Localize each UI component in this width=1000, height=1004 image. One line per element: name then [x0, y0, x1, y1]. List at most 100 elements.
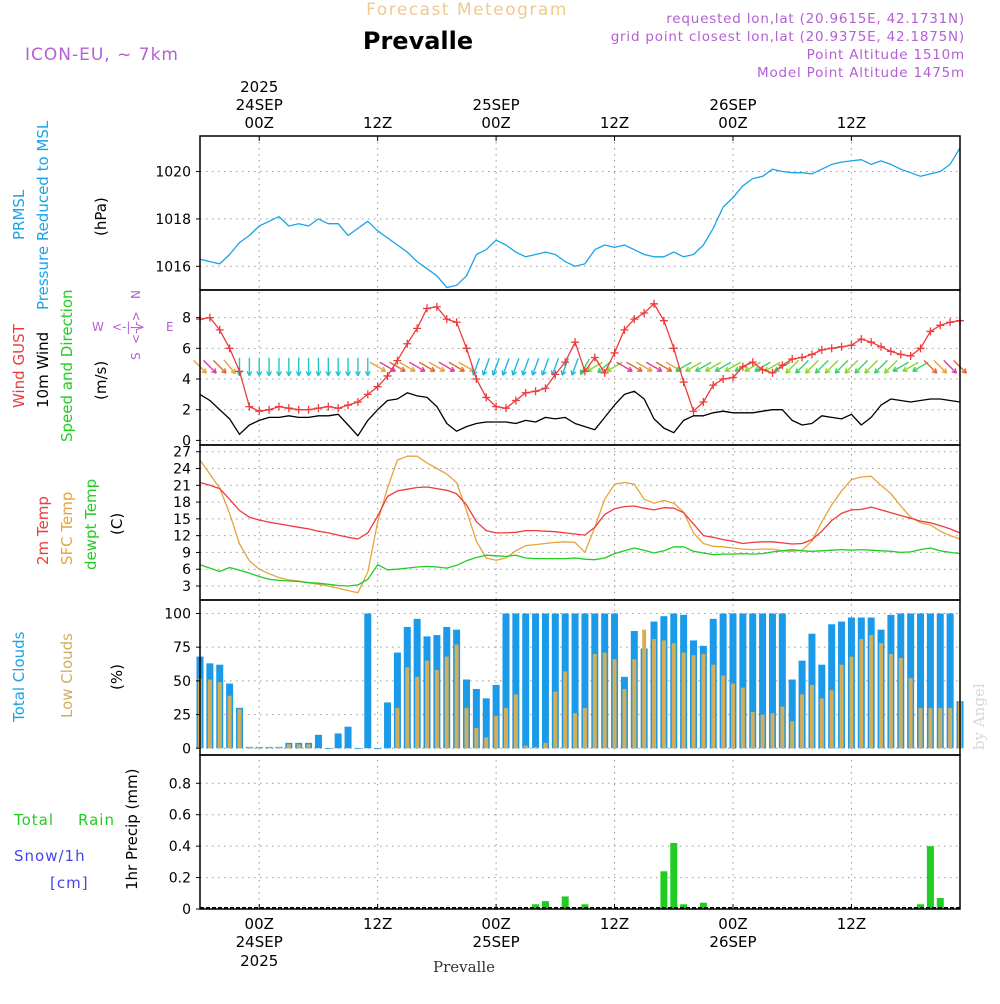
- bottom-time-label: 12Z: [837, 915, 866, 933]
- wind-10m-label: 10m Wind: [34, 332, 52, 408]
- precip-ytick-label: 0: [182, 902, 191, 918]
- wind-arrow: [267, 358, 272, 376]
- forecast-meteogram-title: Forecast Meteogram: [366, 0, 568, 20]
- wind-gust-point: [719, 375, 727, 383]
- wind-gust-point: [235, 367, 243, 375]
- low-cloud-bar: [494, 716, 498, 748]
- low-cloud-bar: [642, 630, 646, 749]
- grid-lines: [200, 136, 960, 909]
- low-cloud-bar: [721, 675, 725, 748]
- temp-ytick-label: 15: [173, 512, 191, 528]
- low-cloud-bar: [830, 690, 834, 748]
- panel-frame-pressure: [200, 136, 960, 290]
- wind-arrow: [542, 358, 549, 375]
- low-cloud-bar: [928, 708, 932, 748]
- wind-ytick-label: 4: [182, 372, 191, 388]
- low-cloud-bar: [583, 708, 587, 748]
- wind-gust-point: [867, 338, 875, 346]
- low-clouds-label: Low Clouds: [58, 633, 76, 718]
- temp-ytick-label: 27: [173, 445, 191, 461]
- low-cloud-bar: [514, 694, 518, 748]
- low-cloud-bar: [632, 659, 636, 748]
- wind-gust-point: [226, 344, 234, 352]
- wind-gust-point: [660, 317, 668, 325]
- requested-coords: requested lon,lat (20.9615E, 42.1731N): [666, 11, 965, 27]
- low-cloud-bar: [524, 746, 528, 749]
- rain-label: Rain: [78, 811, 115, 829]
- total-cloud-bar: [335, 733, 342, 748]
- wind-arrow: [326, 358, 331, 376]
- wind-arrow: [571, 358, 578, 375]
- sfc-temp-line: [200, 456, 960, 593]
- pressure-label: Pressure Reduced to MSL: [34, 120, 52, 310]
- credit: by Angel: [970, 683, 988, 750]
- low-cloud-bar: [237, 709, 241, 748]
- wind-arrow: [247, 358, 252, 376]
- low-cloud-bar: [701, 654, 705, 748]
- total-clouds-label: Total Clouds: [10, 631, 28, 723]
- sfc-temp-label: SFC Temp: [58, 492, 76, 565]
- low-cloud-bar: [445, 657, 449, 749]
- wind-gust-point: [265, 406, 273, 414]
- wind-arrow: [286, 358, 291, 376]
- precip-bar: [670, 843, 677, 909]
- wind-gust-point: [344, 401, 352, 409]
- model-point-altitude: Model Point Altitude 1475m: [757, 65, 965, 81]
- low-cloud-bar: [741, 688, 745, 749]
- low-cloud-bar: [504, 708, 508, 748]
- temp-2m-line: [200, 483, 960, 545]
- low-cloud-bar: [297, 744, 301, 748]
- total-cloud-bar: [354, 748, 361, 749]
- low-cloud-bar: [751, 712, 755, 748]
- wind-ytick-label: 6: [182, 341, 191, 357]
- low-cloud-bar: [277, 747, 281, 748]
- total-cloud-bar: [542, 613, 549, 748]
- compass-e: E: [166, 320, 174, 334]
- temp-ytick-label: 12: [173, 529, 191, 545]
- wind-gust-point: [245, 403, 253, 411]
- wind-gust-point: [877, 343, 885, 351]
- low-cloud-bar: [622, 689, 626, 748]
- wind-gust-point: [818, 346, 826, 354]
- compass-w: W: [92, 320, 104, 334]
- bottom-time-label: 00Z: [718, 915, 747, 933]
- wind-arrow: [346, 358, 351, 376]
- wind-arrow-head: [234, 369, 235, 374]
- top-time-label: 00Z: [245, 114, 274, 132]
- wind-gust-point: [532, 387, 540, 395]
- wind-gust-label: Wind GUST: [10, 323, 28, 408]
- wind-gust-point: [453, 318, 461, 326]
- temp-ytick-label: 21: [173, 478, 191, 494]
- wind-ytick-label: 2: [182, 403, 191, 419]
- pressure-ytick-label: 1016: [155, 259, 191, 275]
- low-cloud-bar: [899, 658, 903, 748]
- temp-ytick-label: 9: [182, 545, 191, 561]
- low-cloud-bar: [859, 639, 863, 748]
- total-cloud-bar: [532, 613, 539, 748]
- low-cloud-bar: [474, 728, 478, 748]
- wind-gust-point: [472, 375, 480, 383]
- wind-ytick-label: 8: [182, 311, 191, 327]
- low-cloud-bar: [415, 677, 419, 748]
- top-year-label: 2025: [240, 78, 278, 96]
- wind-arrow: [492, 358, 499, 375]
- temp-2m-label: 2m Temp: [34, 496, 52, 565]
- low-cloud-bar: [267, 747, 271, 748]
- low-cloud-bar: [484, 737, 488, 748]
- compass-ns-arrow: <-|->: [129, 311, 143, 344]
- low-cloud-bar: [810, 685, 814, 748]
- low-cloud-bar: [435, 670, 439, 748]
- precip-bar: [927, 846, 934, 909]
- low-cloud-bar: [869, 635, 873, 748]
- temp-ytick-label: 18: [173, 495, 191, 511]
- low-cloud-bar: [761, 715, 765, 749]
- bottom-year-label: 2025: [240, 952, 278, 970]
- wind-arrow: [473, 358, 480, 375]
- model-label: ICON-EU, ~ 7km: [25, 45, 179, 65]
- wind-gust-line: [200, 304, 960, 411]
- cloud-ytick-label: 100: [164, 606, 191, 622]
- low-cloud-bar: [425, 661, 429, 749]
- wind-gust-point: [413, 324, 421, 332]
- wind-arrow: [365, 358, 370, 376]
